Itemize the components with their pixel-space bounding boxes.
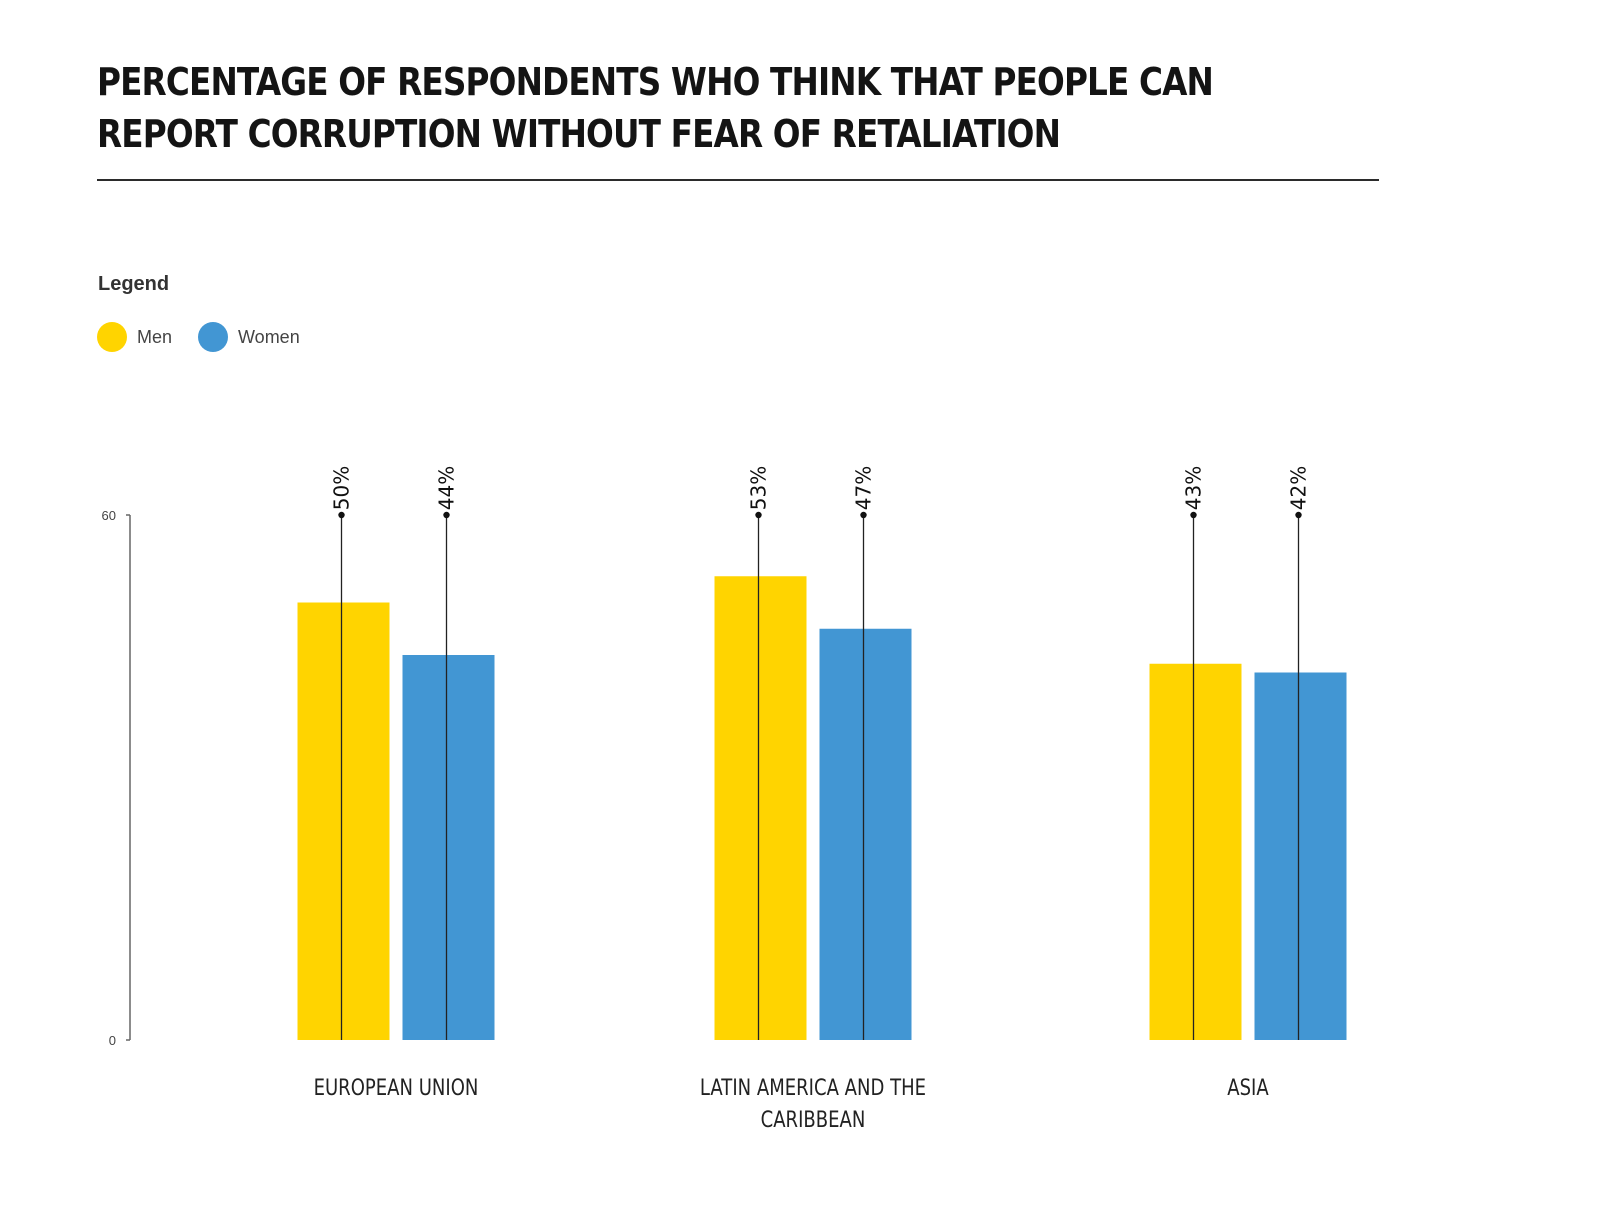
data-label-women: 47% [852,466,876,510]
bar-women [819,628,912,1040]
legend: Men Women [97,322,326,352]
x-category-label: LATIN AMERICA AND THE CARIBBEAN [700,1074,926,1132]
data-label-men: 53% [747,466,771,510]
x-category-label-line: LATIN AMERICA AND THE [700,1074,926,1100]
legend-item-women: Women [198,322,300,352]
bar-women [1254,672,1347,1040]
title-divider [97,179,1379,181]
legend-swatch-women [198,322,229,352]
bar-chart: 0 60 50% 44% EUROPEAN UNION 53% 47% LATIN AMERI… [102,466,1347,1132]
bar-women [402,655,495,1040]
x-category-label: ASIA [1227,1074,1269,1100]
leader-dot-women [443,511,450,519]
leader-dot-men [338,511,345,519]
bar-men [714,576,807,1040]
chart-title: PERCENTAGE OF RESPONDENTS WHO THINK THAT… [97,60,1214,156]
x-category-label-line: EUROPEAN UNION [314,1074,479,1100]
data-label-men: 50% [330,466,354,510]
legend-swatch-men [97,322,127,352]
bar-men [297,602,390,1040]
data-label-women: 44% [435,466,459,510]
leader-dot-women [860,511,867,519]
x-category-label-line: CARIBBEAN [761,1106,866,1132]
leader-dot-men [755,511,762,519]
bar-men [1149,663,1242,1040]
y-tick-label: 0 [109,1033,116,1048]
leader-dot-men [1190,511,1197,519]
legend-label-women: Women [238,326,300,347]
leader-dot-women [1295,511,1302,519]
data-label-men: 43% [1182,466,1206,510]
data-label-women: 42% [1287,466,1311,510]
legend-item-men: Men [97,322,172,352]
y-tick-label: 60 [102,508,116,523]
x-category-label: EUROPEAN UNION [314,1074,479,1100]
legend-label-men: Men [137,326,173,347]
legend-title: Legend [98,273,170,295]
x-category-label-line: ASIA [1227,1074,1269,1100]
